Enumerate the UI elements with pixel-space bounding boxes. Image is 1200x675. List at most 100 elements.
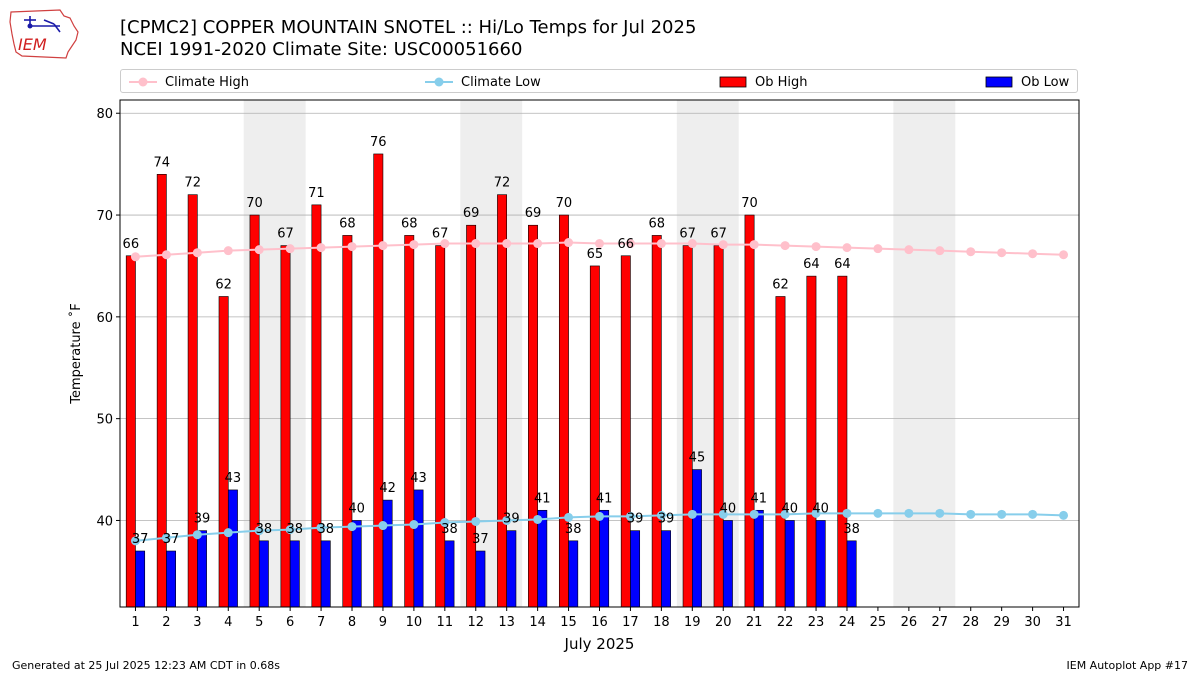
ob-high-label-16: 65 <box>587 247 604 262</box>
ob-low-bar-14 <box>537 509 548 608</box>
ob-low-label-9: 42 <box>379 481 396 496</box>
ob-low-bar-12 <box>475 550 486 608</box>
legend-label-climate-high: Climate High <box>165 74 250 90</box>
ob-high-bar-12 <box>466 224 477 608</box>
ob-low-label-2: 37 <box>163 532 180 547</box>
climate-high-point-11 <box>440 239 450 249</box>
ob-high-bar-17 <box>620 255 631 608</box>
climate-low-point-29 <box>997 509 1007 519</box>
x-tick-label-10: 10 <box>406 615 423 630</box>
climate-high-point-30 <box>1028 249 1038 259</box>
ob-low-bar-20 <box>722 520 733 608</box>
climate-low-point-22 <box>780 509 790 519</box>
ob-high-bar-23 <box>806 275 817 608</box>
ob-low-bar-3 <box>197 530 207 608</box>
ob-high-label-13: 72 <box>494 176 511 191</box>
x-tick-label-18: 18 <box>653 615 670 630</box>
climate-low-point-5 <box>254 526 264 536</box>
climate-low-point-10 <box>409 520 419 530</box>
ob-low-label-6: 38 <box>287 522 304 537</box>
ob-low-label-4: 43 <box>225 471 242 486</box>
ob-high-bar-10 <box>404 235 415 608</box>
ob-low-label-13: 39 <box>503 512 520 527</box>
climate-low-point-11 <box>440 518 450 527</box>
chart-subtitle: NCEI 1991-2020 Climate Site: USC00051660 <box>120 39 523 60</box>
climate-high-point-8 <box>347 242 357 252</box>
ob-high-label-7: 71 <box>308 186 325 201</box>
ob-high-bar-13 <box>497 194 507 608</box>
ob-low-bar-6 <box>289 540 300 608</box>
x-tick-label-1: 1 <box>131 615 139 630</box>
ob-low-bar-9 <box>382 499 393 608</box>
climate-high-point-6 <box>285 244 295 254</box>
ob-low-bar-24 <box>846 540 857 608</box>
climate-high-point-1 <box>130 252 140 262</box>
ob-high-label-22: 62 <box>772 277 789 292</box>
climate-low-point-28 <box>966 509 976 519</box>
ob-low-label-8: 40 <box>348 501 365 516</box>
climate-low-point-27 <box>935 508 945 518</box>
x-tick-label-21: 21 <box>746 615 763 630</box>
climate-high-point-23 <box>811 242 821 252</box>
climate-low-point-12 <box>471 516 481 526</box>
ob-low-bar-21 <box>753 509 764 608</box>
ob-high-label-14: 69 <box>525 206 542 221</box>
ob-high-bar-18 <box>651 235 662 608</box>
x-tick-label-13: 13 <box>498 615 515 630</box>
x-tick-label-2: 2 <box>162 615 170 630</box>
x-tick-label-27: 27 <box>932 615 949 630</box>
ob-low-bar-7 <box>320 540 331 608</box>
data-labels: 66 74 72 62 70 67 71 68 76 68 67 69 72 69 70 65 66 68 67 67… <box>123 135 860 547</box>
ob-low-bar-4 <box>227 489 238 608</box>
climate-high-point-5 <box>254 245 264 255</box>
climate-high-point-31 <box>1059 250 1069 260</box>
ob-low-label-18: 39 <box>658 512 675 527</box>
ob-high-bar-7 <box>311 204 322 608</box>
ob-high-label-2: 74 <box>153 155 170 170</box>
ob-high-bar-1 <box>125 255 136 608</box>
ob-high-bar-15 <box>558 214 569 608</box>
x-tick-label-29: 29 <box>993 615 1010 630</box>
climate-lines <box>130 238 1069 546</box>
x-tick-label-31: 31 <box>1055 615 1072 630</box>
climate-high-point-24 <box>842 243 852 253</box>
climate-high-point-13 <box>502 239 512 249</box>
ob-high-bar-4 <box>218 296 229 608</box>
ob-low-label-11: 38 <box>441 522 458 537</box>
x-tick-label-30: 30 <box>1024 615 1041 630</box>
ob-high-label-9: 76 <box>370 135 387 150</box>
climate-low-point-24 <box>842 508 852 518</box>
ob-high-label-15: 70 <box>556 196 573 211</box>
climate-low-point-21 <box>749 509 759 519</box>
iem-logo: IEM <box>8 6 82 60</box>
x-tick-label-8: 8 <box>348 615 356 630</box>
climate-high-point-16 <box>595 239 604 249</box>
climate-low-point-25 <box>873 508 883 518</box>
ob-high-bar-21 <box>744 214 755 608</box>
climate-low-point-18 <box>656 510 666 520</box>
ob-low-label-24: 38 <box>843 522 860 537</box>
ob-high-label-8: 68 <box>339 216 356 231</box>
ob-high-bar-20 <box>713 245 724 608</box>
legend-swatch-ob-low <box>985 76 1013 88</box>
x-tick-label-23: 23 <box>808 615 825 630</box>
ob-low-bar-19 <box>692 469 702 608</box>
footer-app: IEM Autoplot App #17 <box>1066 659 1189 672</box>
climate-high-point-19 <box>687 239 697 249</box>
ob-high-bar-11 <box>435 245 446 608</box>
x-tick-label-12: 12 <box>467 615 484 630</box>
y-tick-label-50: 50 <box>96 413 113 428</box>
x-tick-label-16: 16 <box>591 615 608 630</box>
climate-high-point-21 <box>749 240 759 250</box>
legend-swatch-climate-high <box>129 77 157 87</box>
weekend-shade-26 <box>893 100 956 607</box>
legend-item-ob-low: Ob Low <box>985 73 1069 91</box>
x-tick-label-17: 17 <box>622 615 639 630</box>
ob-low-label-12: 37 <box>472 532 489 547</box>
ob-low-label-22: 40 <box>781 501 798 516</box>
ob-low-label-19: 45 <box>689 451 706 466</box>
ob-low-label-14: 41 <box>534 491 551 506</box>
ob-high-label-12: 69 <box>463 206 480 221</box>
climate-low-point-19 <box>687 509 697 519</box>
